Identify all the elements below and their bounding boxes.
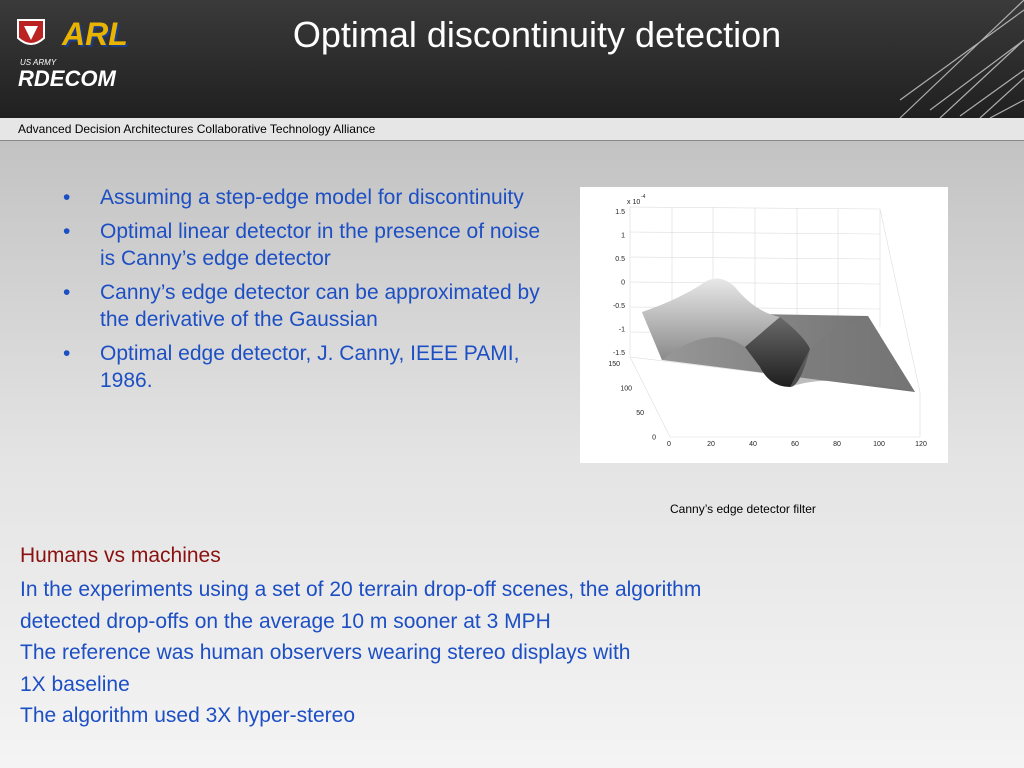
z-tick-label: 1 bbox=[621, 233, 625, 240]
z-tick-label: 0 bbox=[621, 280, 625, 287]
body-line: The reference was human observers wearin… bbox=[20, 641, 631, 664]
x-tick-label: 80 bbox=[833, 441, 841, 448]
subtitle-bar: Advanced Decision Architectures Collabor… bbox=[0, 118, 1024, 141]
logo-text: ARL bbox=[62, 16, 128, 52]
z-tick-label: -1 bbox=[619, 327, 625, 334]
y-tick-label: 50 bbox=[636, 410, 644, 417]
body-line: 1X baseline bbox=[20, 672, 130, 696]
logo-text: US ARMY bbox=[20, 58, 57, 67]
bullet-item: Canny’s edge detector can be approximate… bbox=[63, 279, 550, 333]
subtitle: Advanced Decision Architectures Collabor… bbox=[18, 122, 376, 136]
surface-trough bbox=[745, 317, 810, 387]
z-tick-label: -1.5 bbox=[613, 350, 625, 357]
bullet-item: Optimal linear detector in the presence … bbox=[63, 218, 550, 272]
scale-label: x 10 bbox=[627, 199, 640, 206]
scale-exponent: -4 bbox=[641, 194, 646, 200]
surface-plane-right bbox=[790, 316, 915, 392]
logo-text: RDECOM bbox=[18, 66, 116, 91]
z-tick-label: 0.5 bbox=[615, 256, 625, 263]
y-tick-label: 0 bbox=[652, 435, 656, 442]
x-tick-label: 100 bbox=[873, 441, 885, 448]
z-tick-label: -0.5 bbox=[613, 303, 625, 310]
y-tick-label: 100 bbox=[620, 386, 632, 393]
section-heading: Humans vs machines bbox=[20, 544, 221, 567]
z-tick-label: 1.5 bbox=[615, 209, 625, 216]
figure-caption: Canny’s edge detector filter bbox=[670, 502, 816, 516]
header-decoration bbox=[17, 0, 1024, 118]
slide-title: Optimal discontinuity detection bbox=[292, 14, 782, 55]
x-tick-label: 40 bbox=[749, 441, 757, 448]
figure: x 10 -4 1.5 1 0.5 0 -0.5 -1 -1.5 150 100 50 0 0 20 40… bbox=[580, 187, 948, 463]
x-tick-label: 60 bbox=[791, 441, 799, 448]
x-tick-label: 120 bbox=[915, 441, 927, 448]
bullet-item: Optimal edge detector, J. Canny, IEEE PA… bbox=[63, 340, 550, 394]
body-line: In the experiments using a set of 20 ter… bbox=[20, 578, 702, 601]
body-text: In the experiments using a set of 20 ter… bbox=[20, 574, 701, 732]
x-tick-label: 20 bbox=[707, 441, 715, 448]
header: US ARMY RDECOM ARL Optimal discontinuity… bbox=[0, 0, 1024, 118]
body-line: detected drop-offs on the average 10 m s… bbox=[20, 609, 551, 633]
body-line: The algorithm used 3X hyper-stereo bbox=[20, 704, 356, 727]
x-tick-label: 0 bbox=[667, 441, 671, 448]
bullet-list: Assuming a step-edge model for discontin… bbox=[63, 184, 550, 401]
surface-peak bbox=[642, 278, 780, 360]
bullet-item: Assuming a step-edge model for discontin… bbox=[63, 184, 550, 211]
y-tick-label: 150 bbox=[608, 361, 620, 368]
